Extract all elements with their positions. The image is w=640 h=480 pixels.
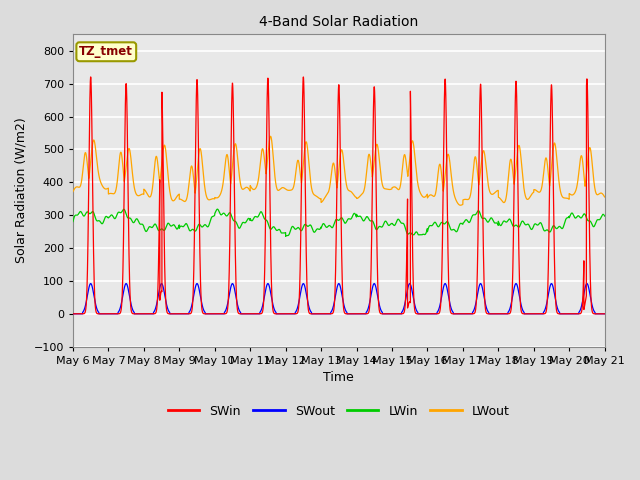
Text: TZ_tmet: TZ_tmet — [79, 45, 133, 58]
Y-axis label: Solar Radiation (W/m2): Solar Radiation (W/m2) — [15, 118, 28, 264]
X-axis label: Time: Time — [323, 372, 354, 384]
Legend: SWin, SWout, LWin, LWout: SWin, SWout, LWin, LWout — [163, 400, 515, 423]
Title: 4-Band Solar Radiation: 4-Band Solar Radiation — [259, 15, 419, 29]
